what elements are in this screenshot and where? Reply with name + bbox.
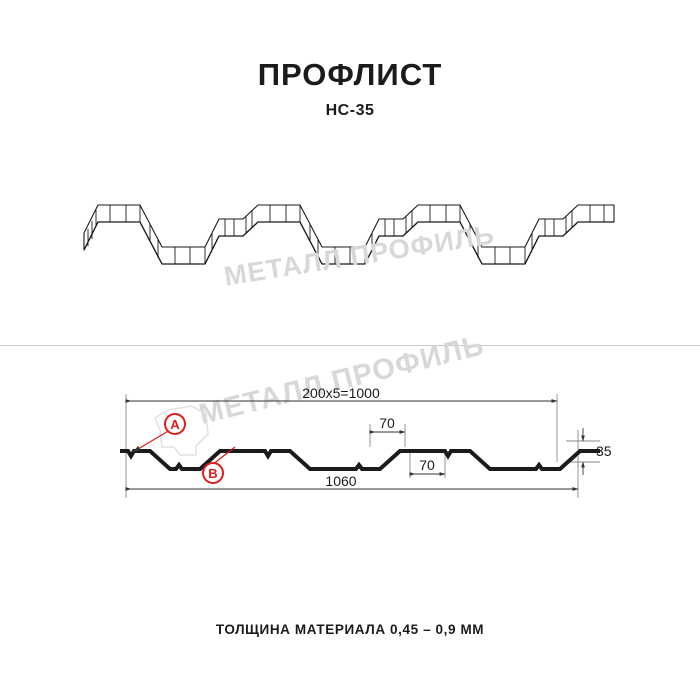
profile-code: НС-35 [325, 102, 375, 119]
callout-label-a: A [170, 417, 180, 432]
dimension-overall-width: 1060 [325, 473, 356, 489]
dimension-lines [125, 399, 585, 491]
watermark-logo-glyph [154, 405, 209, 456]
callout-markers: A B [164, 413, 224, 484]
callout-marker-a: A [164, 413, 186, 435]
iso-rib-lines [87, 205, 605, 264]
dimension-height: 35 [596, 443, 612, 459]
callout-marker-b: B [202, 462, 224, 484]
profile-polyline [120, 449, 600, 471]
material-thickness-caption: ТОЛЩИНА МАТЕРИАЛА 0,45 – 0,9 ММ [215, 622, 485, 637]
dimension-total-pitch: 200x5=1000 [302, 385, 380, 401]
dimension-valley-width: 70 [419, 457, 435, 473]
callout-label-b: B [208, 466, 217, 481]
page-title: ПРОФЛИСТ [257, 57, 443, 92]
callout-leaders [132, 429, 236, 466]
dimension-labels: 200x5=1000 1060 70 70 35 [302, 385, 612, 489]
dimension-crest-width: 70 [379, 415, 395, 431]
